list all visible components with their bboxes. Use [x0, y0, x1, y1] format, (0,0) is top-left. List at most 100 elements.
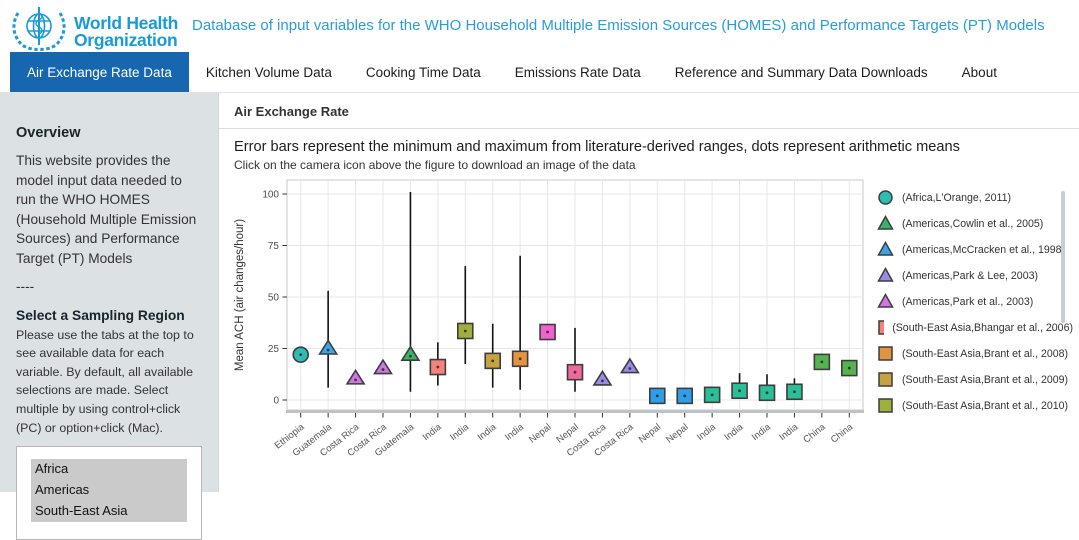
y-tick-label: 100 — [262, 190, 279, 201]
mean-dot — [491, 359, 495, 363]
who-wordmark: World Health Organization — [74, 7, 178, 49]
tab-cooking-time-data[interactable]: Cooking Time Data — [365, 64, 481, 80]
data-point[interactable] — [592, 369, 613, 386]
legend-label: (Americas,Cowlin et al., 2005) — [902, 217, 1044, 230]
chart-container: 0 25 50 75 100 Mean ACH (air changes/hour) Eth… — [219, 177, 1079, 477]
tab-emissions-rate-data[interactable]: Emissions Rate Data — [514, 64, 641, 80]
x-tick-label: India — [448, 421, 472, 443]
legend-scrollbar[interactable] — [1061, 191, 1065, 323]
tab-kitchen-volume-data[interactable]: Kitchen Volume Data — [205, 64, 332, 80]
mean-dot — [381, 368, 385, 371]
mean-dot — [546, 330, 549, 334]
who-wordmark-line1: World Health — [74, 12, 178, 33]
x-tick-label: India — [476, 421, 500, 443]
sidebar: Overview This website provides the model… — [0, 93, 219, 540]
x-tick-label: India — [503, 421, 527, 443]
mean-dot — [573, 370, 577, 374]
legend-label: (South-East Asia,Brant et al., 2009) — [902, 373, 1069, 386]
x-tick-label: Nepal — [527, 422, 553, 446]
legend-item[interactable]: (Africa,L'Orange, 2011) — [877, 189, 1073, 206]
y-axis-title: Mean ACH (air changes/hour) — [234, 219, 246, 371]
circle-marker-icon — [878, 190, 893, 205]
data-point[interactable] — [373, 358, 393, 375]
data-point[interactable] — [345, 368, 366, 385]
content-area: Overview This website provides the model… — [0, 92, 1079, 540]
triangle-marker-icon — [877, 215, 894, 230]
mean-dot — [628, 367, 632, 370]
chart-legend: (Africa,L'Orange, 2011) (Americas,Cowlin … — [877, 177, 1073, 477]
mean-dot — [683, 394, 687, 398]
region-option-south-east-asia[interactable]: South-East Asia — [31, 500, 187, 522]
square-marker-icon — [878, 398, 893, 413]
legend-item[interactable]: (Americas,Park & Lee, 2003) — [877, 267, 1073, 284]
x-tick-label: China — [801, 421, 828, 445]
camera-hint-text: Click on the camera icon above the figur… — [234, 158, 636, 172]
legend-label: (Americas,McCracken et al., 1998) — [902, 243, 1066, 256]
region-option-americas[interactable]: Americas — [31, 480, 187, 501]
legend-item[interactable]: (Americas,Park et al., 2003) — [877, 293, 1073, 310]
y-tick-label: 75 — [268, 241, 280, 252]
triangle-marker-icon — [877, 267, 894, 282]
x-tick-label: Nepal — [664, 422, 690, 446]
square-marker-icon — [878, 346, 893, 361]
mean-dot — [655, 394, 659, 398]
legend-item[interactable]: (South-East Asia,Bhangar et al., 2006) — [877, 319, 1073, 336]
x-tick-label: India — [777, 421, 801, 443]
tab-about[interactable]: About — [961, 64, 997, 80]
mean-dot — [601, 379, 604, 383]
mean-dot — [436, 365, 440, 369]
x-tick-label: Nepal — [637, 422, 663, 446]
legend-item[interactable]: (Americas,Cowlin et al., 2005) — [877, 215, 1073, 232]
legend-label: (South-East Asia,Brant et al., 2008) — [902, 347, 1069, 360]
nav-tabs: Air Exchange Rate Data Kitchen Volume Dat… — [0, 52, 1079, 92]
app-header: World Health Organization Database of in… — [0, 0, 1079, 52]
y-tick-label: 0 — [273, 396, 279, 407]
triangle-marker-icon — [877, 241, 894, 256]
legend-item[interactable]: (South-East Asia,Brant et al., 2008) — [877, 345, 1073, 362]
square-marker-icon — [878, 320, 885, 335]
mean-dot — [820, 360, 824, 364]
mean-dot — [738, 389, 741, 393]
legend-item[interactable]: (South-East Asia,Brant et al., 2010) — [877, 397, 1073, 414]
data-point[interactable] — [619, 357, 640, 374]
who-wordmark-line2: Organization — [74, 30, 178, 50]
square-marker-icon — [878, 372, 893, 387]
mean-dot — [847, 366, 851, 370]
who-logo: World Health Organization — [10, 5, 178, 51]
sampling-region-heading: Select a Sampling Region — [16, 307, 185, 323]
legend-item[interactable]: (South-East Asia,Brant et al., 2009) — [877, 371, 1073, 388]
who-emblem-icon — [12, 7, 66, 51]
panel-title: Air Exchange Rate — [219, 93, 1079, 129]
y-tick-label: 25 — [268, 344, 280, 355]
y-tick-label: 50 — [268, 293, 280, 304]
legend-label: (Africa,L'Orange, 2011) — [902, 191, 1011, 204]
data-point[interactable] — [400, 345, 421, 361]
overview-text: This website provides the model input da… — [16, 153, 197, 266]
x-tick-label: India — [750, 421, 774, 443]
x-tick-label: India — [722, 421, 746, 443]
triangle-marker-icon — [877, 293, 894, 308]
legend-label: (South-East Asia,Bhangar et al., 2006) — [892, 321, 1073, 334]
x-tick-label: China — [829, 421, 856, 445]
mean-dot — [409, 354, 412, 358]
region-option-africa[interactable]: Africa — [31, 459, 187, 481]
mean-dot — [326, 348, 330, 352]
x-tick-label: India — [421, 421, 445, 443]
legend-item[interactable]: (Americas,McCracken et al., 1998) — [877, 241, 1073, 258]
mean-dot — [299, 353, 303, 357]
mean-dot — [710, 393, 714, 397]
chart-subtitle: Error bars represent the minimum and max… — [234, 139, 960, 155]
data-point[interactable] — [318, 338, 339, 355]
tab-air-exchange-rate-data[interactable]: Air Exchange Rate Data — [10, 52, 189, 92]
overview-heading: Overview — [16, 125, 81, 141]
sidebar-divider: ---- — [16, 278, 35, 294]
mean-dot — [518, 357, 522, 361]
region-listbox[interactable]: Africa Americas South-East Asia — [16, 446, 202, 540]
mean-dot — [354, 378, 357, 382]
page-title: Database of input variables for the WHO … — [192, 17, 1045, 34]
tab-reference-and-summary-data-downloads[interactable]: Reference and Summary Data Downloads — [674, 64, 928, 80]
legend-label: (Americas,Park et al., 2003) — [902, 295, 1034, 308]
x-tick-label: India — [695, 421, 719, 443]
mean-dot — [793, 390, 796, 394]
